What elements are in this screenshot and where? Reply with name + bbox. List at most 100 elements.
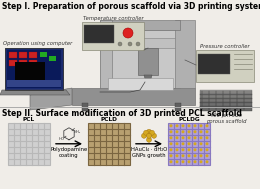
Circle shape: [128, 42, 132, 46]
Text: NH₂: NH₂: [74, 130, 81, 134]
Bar: [200, 90, 252, 95]
Circle shape: [141, 133, 146, 138]
Circle shape: [205, 124, 209, 127]
Polygon shape: [100, 20, 180, 30]
Text: PCL: PCL: [23, 117, 35, 122]
Polygon shape: [0, 90, 70, 95]
Circle shape: [193, 154, 197, 157]
Bar: [9, 60, 17, 66]
Text: Operation using computer: Operation using computer: [3, 41, 72, 46]
Circle shape: [205, 154, 209, 157]
Bar: [200, 102, 252, 107]
Circle shape: [146, 133, 152, 138]
Circle shape: [181, 154, 185, 157]
Circle shape: [170, 160, 172, 163]
Circle shape: [170, 148, 172, 151]
Circle shape: [193, 136, 197, 139]
Circle shape: [199, 136, 203, 139]
Circle shape: [193, 148, 197, 151]
Text: Temperature controller: Temperature controller: [83, 16, 143, 21]
Bar: [7, 50, 61, 88]
Bar: [8, 123, 50, 165]
Circle shape: [170, 142, 172, 145]
Polygon shape: [30, 88, 72, 110]
Circle shape: [193, 142, 197, 145]
Circle shape: [187, 160, 191, 163]
Circle shape: [181, 136, 185, 139]
Circle shape: [205, 136, 209, 139]
Bar: [175, 103, 181, 111]
Circle shape: [187, 154, 191, 157]
Circle shape: [181, 148, 185, 151]
Circle shape: [176, 124, 179, 127]
Bar: [49, 56, 56, 61]
Circle shape: [150, 130, 154, 135]
Circle shape: [199, 160, 203, 163]
Circle shape: [152, 133, 157, 138]
Bar: [29, 60, 37, 66]
Circle shape: [170, 130, 172, 133]
Circle shape: [205, 130, 209, 133]
Circle shape: [146, 137, 152, 142]
Circle shape: [199, 124, 203, 127]
Circle shape: [205, 142, 209, 145]
Text: Pressure controller: Pressure controller: [200, 44, 250, 49]
Bar: [200, 98, 252, 103]
Circle shape: [199, 154, 203, 157]
Bar: [84, 25, 114, 43]
Circle shape: [193, 160, 197, 163]
Text: HAuCl₄ · dH₂O
GNPs growth: HAuCl₄ · dH₂O GNPs growth: [131, 147, 167, 158]
Circle shape: [176, 142, 179, 145]
Circle shape: [118, 42, 122, 46]
Bar: [5, 48, 63, 90]
Circle shape: [170, 124, 172, 127]
Polygon shape: [138, 48, 158, 75]
Text: 400 μm size
porous scaffold: 400 μm size porous scaffold: [206, 113, 246, 124]
Bar: [198, 54, 230, 74]
Text: Step II. Surface modification of 3D printed PCL scaffold: Step II. Surface modification of 3D prin…: [2, 109, 242, 118]
Circle shape: [136, 42, 140, 46]
Circle shape: [193, 130, 197, 133]
Bar: [9, 52, 17, 58]
Circle shape: [123, 28, 133, 38]
Circle shape: [181, 142, 185, 145]
Circle shape: [176, 154, 179, 157]
Circle shape: [199, 130, 203, 133]
Bar: [168, 123, 210, 165]
Circle shape: [170, 154, 172, 157]
Text: Step I. Preparation of porous scaffold via 3D printing system: Step I. Preparation of porous scaffold v…: [2, 2, 260, 11]
Circle shape: [199, 142, 203, 145]
Bar: [15, 62, 45, 80]
Bar: [5, 48, 63, 90]
Circle shape: [187, 124, 191, 127]
Polygon shape: [72, 88, 195, 105]
Bar: [88, 123, 130, 165]
Circle shape: [205, 160, 209, 163]
Bar: [196, 50, 254, 82]
Polygon shape: [100, 20, 112, 88]
Bar: [19, 52, 27, 58]
Polygon shape: [175, 20, 195, 88]
Circle shape: [187, 136, 191, 139]
Circle shape: [176, 130, 179, 133]
Circle shape: [144, 130, 148, 135]
Circle shape: [187, 130, 191, 133]
Circle shape: [187, 142, 191, 145]
Polygon shape: [144, 75, 152, 82]
Polygon shape: [112, 38, 175, 48]
Circle shape: [205, 148, 209, 151]
Bar: [82, 103, 88, 111]
Text: Polydopamine
coating: Polydopamine coating: [50, 147, 88, 158]
Circle shape: [199, 148, 203, 151]
Circle shape: [187, 148, 191, 151]
Bar: [82, 22, 144, 50]
Circle shape: [181, 160, 185, 163]
Circle shape: [170, 136, 172, 139]
Bar: [40, 52, 47, 57]
Text: HO: HO: [59, 137, 65, 141]
Circle shape: [176, 148, 179, 151]
Bar: [29, 52, 37, 58]
Circle shape: [181, 130, 185, 133]
Bar: [108, 78, 173, 90]
Bar: [7, 80, 61, 87]
